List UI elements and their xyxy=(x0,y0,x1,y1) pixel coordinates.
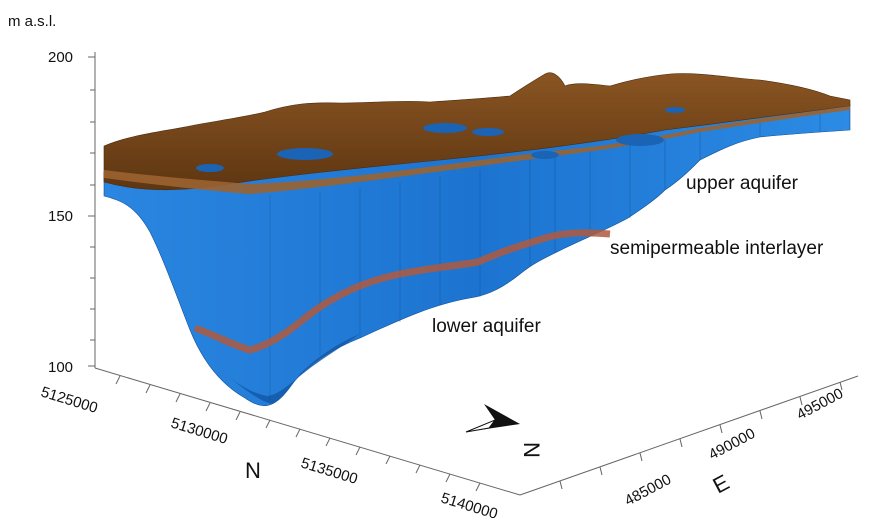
n-tick-label: 5140000 xyxy=(439,490,500,518)
n-tick-label: 5125000 xyxy=(39,384,100,417)
label-upper-aquifer: upper aquifer xyxy=(686,173,799,194)
n-axis-line xyxy=(94,367,521,496)
north-arrow-icon xyxy=(466,404,520,432)
water-patch xyxy=(472,128,504,136)
z-tick-label: 150 xyxy=(48,208,73,225)
water-patch xyxy=(196,164,224,172)
north-arrow: N xyxy=(465,404,544,458)
n-tick-label: 5130000 xyxy=(169,415,230,448)
label-lower-aquifer: lower aquifer xyxy=(432,316,541,337)
water-patch xyxy=(277,148,333,160)
z-tick-label: 200 xyxy=(48,49,73,66)
aquifer-body xyxy=(103,103,851,406)
terrain-surface xyxy=(103,72,851,194)
lower-aquifer-dark-band xyxy=(230,334,360,404)
e-axis-name: E xyxy=(709,469,734,498)
water-patch xyxy=(423,123,467,133)
e-tick-label: 490000 xyxy=(706,425,758,464)
water-patch xyxy=(665,107,685,113)
e-tick-label: 495000 xyxy=(794,385,846,424)
water-patch xyxy=(616,134,664,146)
e-axis-line xyxy=(519,375,859,496)
water-patch xyxy=(531,151,559,159)
z-tick-label: 100 xyxy=(48,359,73,376)
north-arrow-letter: N xyxy=(519,442,544,458)
terrain-front-edge xyxy=(104,106,850,194)
n-tick-label: 5135000 xyxy=(299,455,360,488)
axes-frame xyxy=(88,52,859,496)
semipermeable-interlayer xyxy=(193,229,611,354)
mesh-stripes xyxy=(269,112,821,400)
z-axis-unit-label: m a.s.l. xyxy=(8,13,56,30)
e-tick-label: 485000 xyxy=(622,471,674,510)
label-interlayer: semipermeable interlayer xyxy=(610,238,824,259)
n-axis-name: N xyxy=(245,458,261,483)
